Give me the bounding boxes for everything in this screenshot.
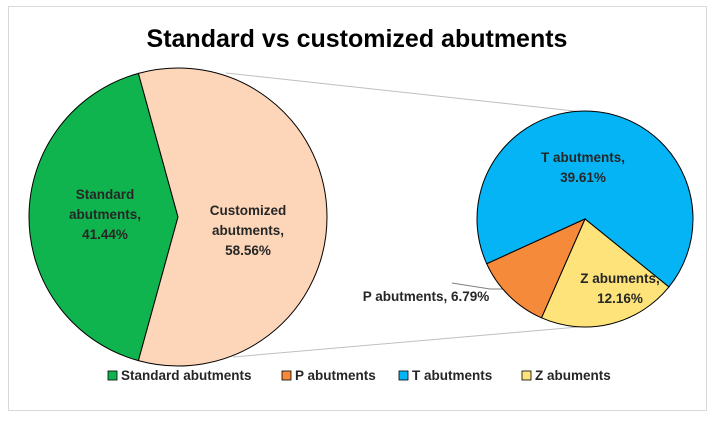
- slice-t-abutments: [476, 110, 694, 288]
- legend-swatch-standard-abutments: [107, 370, 118, 381]
- data-label-line: 39.61%: [560, 170, 606, 185]
- connector-line-bottom: [232, 326, 579, 358]
- data-label-line: 58.56%: [225, 243, 271, 258]
- legend-label-z-abuments: Z abuments: [535, 368, 611, 383]
- legend-swatch-p-abutments: [281, 370, 292, 381]
- data-label-customized-abutments: Customized abutments, 58.56%: [210, 203, 287, 258]
- data-label-line: Standard: [76, 187, 135, 202]
- data-label-standard-abutments: Standard abutments, 41.44%: [69, 187, 141, 242]
- data-label-t-abutments: T abutments, 39.61%: [541, 150, 625, 185]
- data-label-line: abutments,: [69, 207, 141, 222]
- data-label-line: 12.16%: [597, 291, 643, 306]
- slice-p-abutments: [486, 218, 586, 319]
- p-label-leader-line: [451, 282, 503, 290]
- data-label-line: abutments,: [212, 223, 284, 238]
- legend-swatch-t-abutments: [398, 370, 409, 381]
- legend-label-t-abutments: T abutments: [412, 368, 492, 383]
- chart-title: Standard vs customized abutments: [147, 25, 568, 53]
- data-label-z-abuments: Z abuments, 12.16%: [580, 271, 660, 306]
- slice-customized-abutments: [137, 67, 328, 367]
- main-pie: [28, 67, 328, 367]
- data-label-line: P abutments, 6.79%: [363, 289, 490, 304]
- data-label-line: Customized: [210, 203, 287, 218]
- legend: Standard abutments P abutments T abutments…: [107, 368, 611, 383]
- data-label-line: Z abuments,: [580, 271, 660, 286]
- data-label-p-abutments: P abutments, 6.79%: [363, 289, 490, 304]
- legend-label-standard-abutments: Standard abutments: [121, 368, 252, 383]
- connector-lines: [225, 72, 584, 358]
- secondary-pie: [476, 110, 694, 328]
- data-label-line: 41.44%: [82, 227, 128, 242]
- legend-swatch-z-abuments: [521, 370, 532, 381]
- legend-label-p-abutments: P abutments: [295, 368, 376, 383]
- data-labels: Standard abutments, 41.44% Customized abutme…: [69, 150, 660, 306]
- data-label-line: T abutments,: [541, 150, 625, 165]
- connector-line-top: [225, 72, 584, 113]
- slice-standard-abutments: [28, 72, 179, 362]
